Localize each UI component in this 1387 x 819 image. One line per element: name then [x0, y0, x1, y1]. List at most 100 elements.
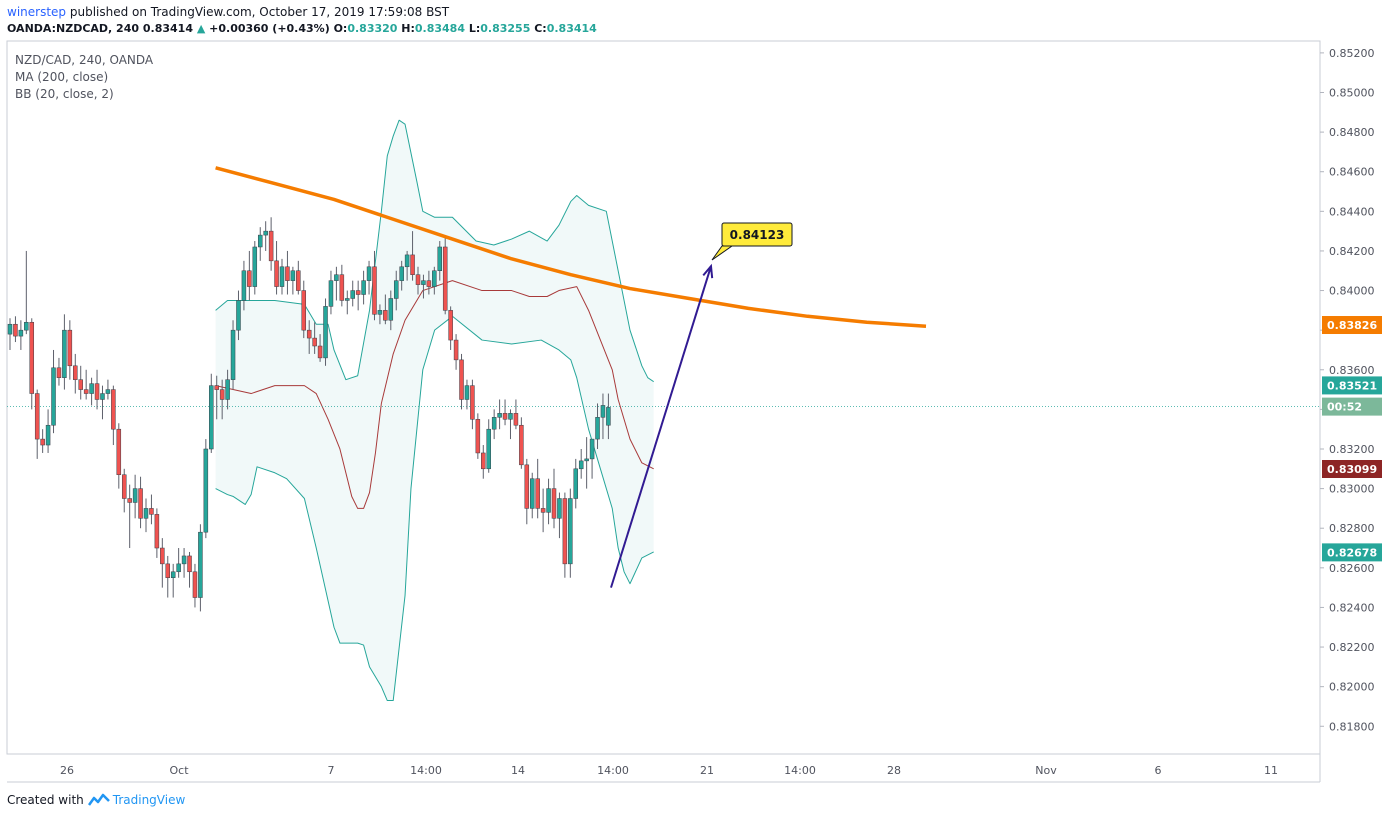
- open-value: 0.83320: [347, 22, 398, 35]
- candle: [127, 498, 132, 503]
- price-tick-label: 0.84400: [1329, 205, 1375, 218]
- candle: [94, 383, 100, 400]
- price-tick-label: 0.84800: [1329, 126, 1375, 139]
- change-up-icon: ▲: [196, 22, 206, 35]
- candle: [268, 230, 274, 262]
- candle: [568, 498, 573, 565]
- candle: [24, 321, 29, 331]
- price-chart[interactable]: 0.85200 0.85000 0.84800 0.84600 0.84400 0.842…: [0, 0, 1387, 785]
- candle: [350, 290, 355, 299]
- candle: [296, 270, 301, 291]
- price-tick-label: 0.82400: [1329, 601, 1375, 614]
- price-change: +0.00360 (+0.43%): [209, 22, 330, 35]
- created-with-label: Created with: [7, 793, 84, 807]
- last-price: 0.83414: [142, 22, 193, 35]
- candle: [546, 488, 551, 513]
- candle: [111, 389, 116, 430]
- footer: Created with TradingView: [7, 793, 185, 807]
- candle: [513, 413, 519, 426]
- price-callout-box[interactable]: [721, 222, 793, 247]
- price-tick-label: 0.85200: [1329, 47, 1375, 60]
- price-tick-label: 0.83200: [1329, 443, 1375, 456]
- author-link[interactable]: winerstep: [7, 5, 67, 19]
- candle: [78, 379, 83, 390]
- publish-info: winerstep published on TradingView.com, …: [7, 5, 449, 19]
- time-tick-label: 21: [700, 764, 714, 777]
- candle: [257, 234, 263, 248]
- candle: [589, 438, 595, 460]
- candle: [263, 230, 268, 236]
- time-tick-label: Nov: [1035, 764, 1057, 777]
- candle: [51, 367, 56, 426]
- axis-price-label: 0.83521: [1327, 379, 1377, 392]
- candle: [584, 458, 589, 462]
- candle: [306, 329, 312, 339]
- candle: [562, 498, 568, 565]
- price-tick-label: 0.82000: [1329, 681, 1375, 694]
- price-tick-label: 0.82800: [1329, 522, 1375, 535]
- candle: [377, 310, 383, 315]
- candle: [410, 254, 415, 275]
- trend-arrow-head: [702, 263, 714, 279]
- price-tick-label: 0.82200: [1329, 641, 1375, 654]
- axis-price-label: 0.83099: [1327, 463, 1377, 476]
- candle: [535, 478, 540, 509]
- axis-price-label-bg: [1322, 459, 1382, 478]
- indicator-legend-item[interactable]: NZD/CAD, 240, OANDA: [15, 53, 154, 67]
- candle: [388, 298, 394, 321]
- plot-area: [6, 40, 1321, 755]
- candle: [355, 290, 361, 295]
- candle: [437, 246, 443, 271]
- time-tick-label: 14: [511, 764, 525, 777]
- candle: [214, 385, 219, 390]
- candle: [464, 385, 470, 400]
- candle: [116, 428, 122, 475]
- candle: [165, 563, 171, 578]
- price-tick-label: 0.84200: [1329, 245, 1375, 258]
- candle: [448, 310, 453, 341]
- axis-price-label: 0.83826: [1327, 319, 1377, 332]
- candle: [219, 389, 225, 400]
- candle: [236, 300, 241, 331]
- low-label: L:: [468, 22, 481, 35]
- candle: [453, 339, 459, 361]
- ohlc-status-line: OANDA:NZDCAD, 240 0.83414 ▲ +0.00360 (+0…: [7, 22, 597, 35]
- candle: [508, 413, 513, 420]
- candle: [393, 280, 399, 299]
- axis-price-label-bg: [1322, 376, 1382, 395]
- candle: [132, 488, 138, 503]
- candle: [426, 280, 432, 287]
- candle: [45, 424, 51, 446]
- candle: [529, 478, 535, 509]
- candle: [7, 323, 13, 335]
- candle: [551, 488, 557, 519]
- candle: [383, 310, 388, 321]
- candle: [497, 413, 502, 418]
- axis-price-label-bg: [1322, 397, 1382, 416]
- time-tick-label: 14:00: [410, 764, 442, 777]
- bb-basis-line: [215, 280, 654, 509]
- candle: [192, 571, 198, 598]
- candle: [230, 329, 236, 380]
- low-value: 0.83255: [480, 22, 531, 35]
- close-value: 0.83414: [546, 22, 597, 35]
- candle: [372, 266, 377, 315]
- candle: [62, 329, 67, 378]
- candle: [399, 266, 404, 281]
- axis-price-label-bg: [1322, 316, 1382, 335]
- candle: [312, 337, 317, 347]
- high-label: H:: [401, 22, 415, 35]
- indicator-legend-item[interactable]: MA (200, close): [15, 70, 108, 84]
- indicator-legend-item[interactable]: BB (20, close, 2): [15, 87, 114, 101]
- time-tick-label: 7: [328, 764, 335, 777]
- trend-arrow-line[interactable]: [610, 265, 712, 588]
- tradingview-brand[interactable]: TradingView: [112, 793, 186, 807]
- candle: [40, 438, 45, 446]
- symbol-label: OANDA:NZDCAD, 240: [7, 22, 140, 35]
- candle: [606, 407, 611, 426]
- candle: [13, 323, 18, 337]
- candle: [279, 266, 285, 287]
- candle: [241, 270, 247, 301]
- candle: [361, 280, 366, 295]
- candle: [198, 531, 203, 598]
